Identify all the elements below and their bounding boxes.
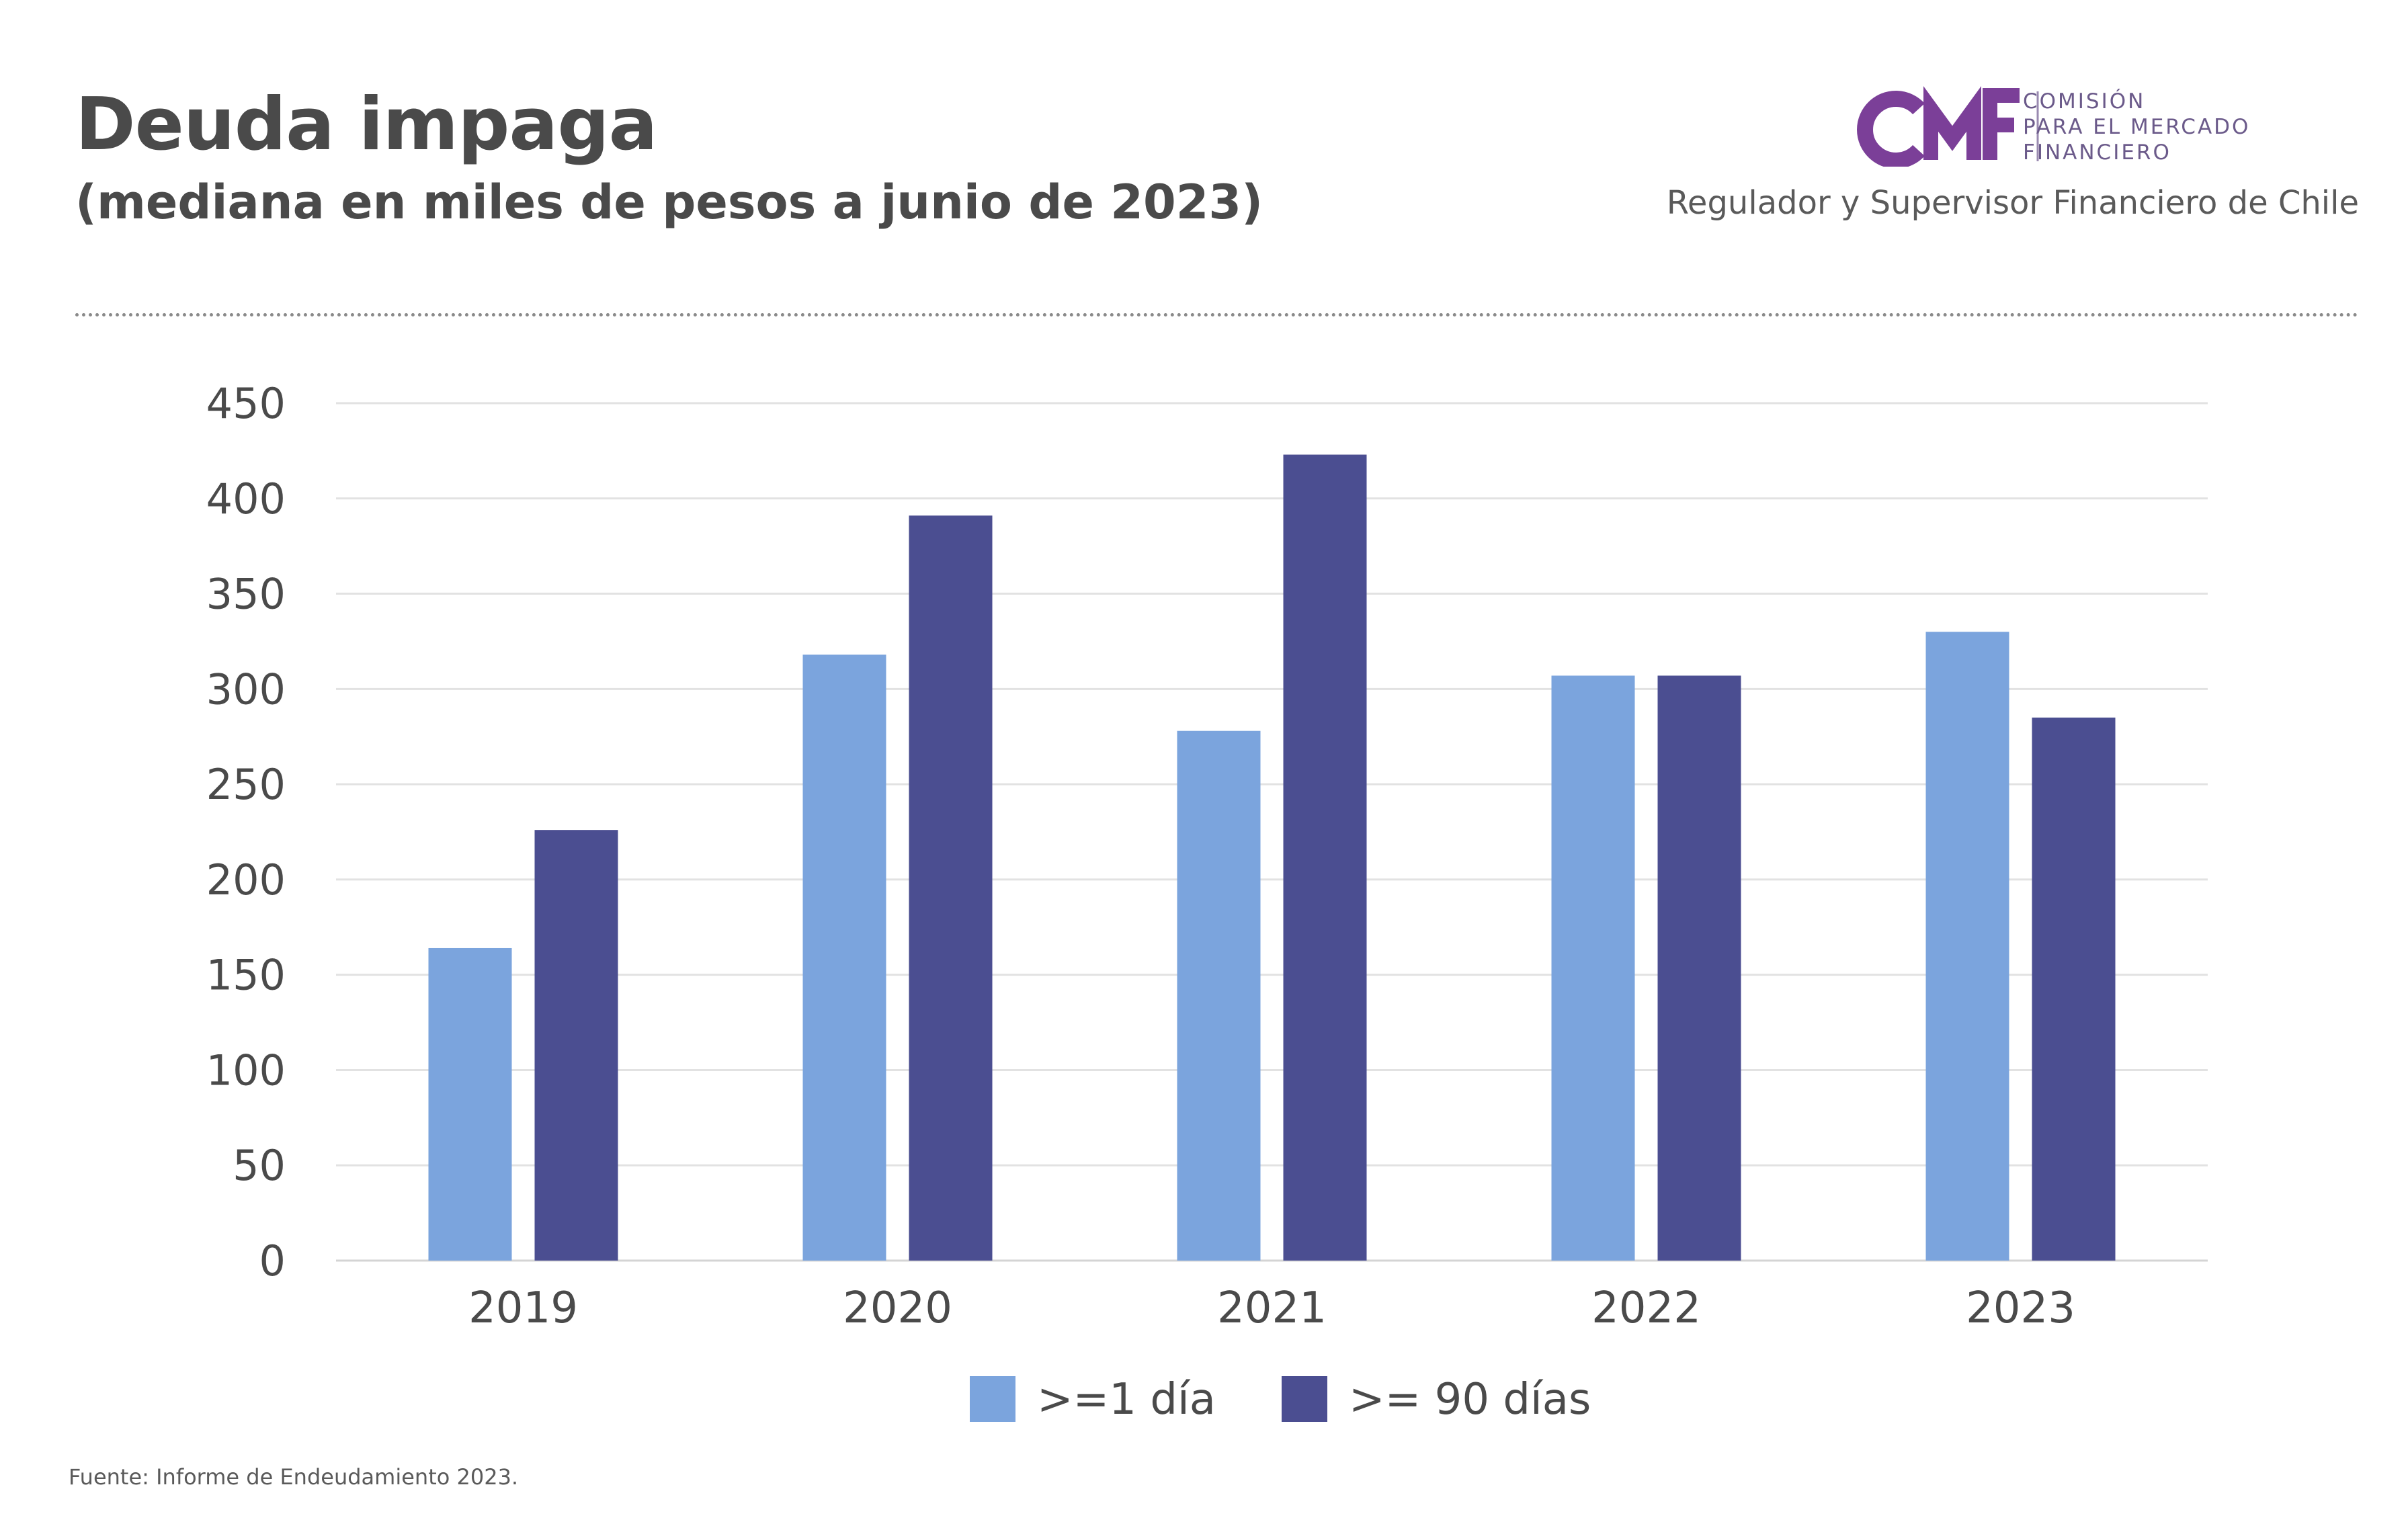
header-divider <box>75 313 2359 316</box>
source-note: Fuente: Informe de Endeudamiento 2023. <box>69 1464 519 1490</box>
bar-2019-series-2 <box>534 830 618 1261</box>
cmf-logo-icon <box>1857 86 2039 167</box>
bar-2021-series-1 <box>1177 730 1261 1261</box>
x-tick-label: 2020 <box>843 1283 952 1333</box>
x-tick-label: 2023 <box>1966 1283 2075 1333</box>
y-tick-label: 250 <box>206 760 286 809</box>
legend-swatch-2 <box>1282 1376 1327 1422</box>
legend: >=1 día >= 90 días <box>970 1375 1591 1425</box>
x-tick-label: 2021 <box>1217 1283 1327 1333</box>
chart-subtitle: (mediana en miles de pesos a junio de 20… <box>75 175 1263 230</box>
chart-title: Deuda impaga <box>75 83 657 167</box>
legend-label-2: >= 90 días <box>1349 1375 1591 1425</box>
x-axis-ticks: 2019 2020 2021 2022 2023 <box>468 1283 2075 1333</box>
x-tick-label: 2022 <box>1591 1283 1701 1333</box>
logo-line-2: PARA EL MERCADO <box>2023 115 2251 139</box>
legend-swatch-1 <box>970 1376 1015 1422</box>
y-tick-label: 450 <box>206 379 286 428</box>
y-tick-label: 150 <box>206 951 286 1000</box>
bar-2020-series-1 <box>802 654 886 1261</box>
bar-2019-series-1 <box>428 947 512 1261</box>
y-tick-label: 300 <box>206 665 286 714</box>
legend-label-1: >=1 día <box>1037 1375 1216 1425</box>
logo-wordmark: COMISIÓN PARA EL MERCADO FINANCIERO <box>2023 89 2251 165</box>
bar-2023-series-2 <box>2032 717 2116 1261</box>
bar-2022-series-1 <box>1551 675 1635 1261</box>
x-tick-label: 2019 <box>468 1283 578 1333</box>
bar-2022-series-2 <box>1657 675 1741 1261</box>
bar-2020-series-2 <box>909 515 993 1261</box>
y-tick-label: 0 <box>259 1236 286 1285</box>
logo-line-1: COMISIÓN <box>2023 89 2146 114</box>
logo-line-3: FINANCIERO <box>2023 140 2171 165</box>
grid-lines <box>336 402 2208 1262</box>
bars <box>428 454 2116 1261</box>
y-axis-ticks: 0 50 100 150 200 250 300 350 400 450 <box>206 379 286 1285</box>
regulator-tagline: Regulador y Supervisor Financiero de Chi… <box>1666 184 2359 222</box>
bar-2023-series-1 <box>1925 632 2009 1261</box>
y-tick-label: 400 <box>206 474 286 523</box>
y-tick-label: 50 <box>233 1141 286 1190</box>
y-tick-label: 350 <box>206 570 286 619</box>
bar-2021-series-2 <box>1283 454 1367 1261</box>
y-tick-label: 200 <box>206 855 286 904</box>
y-tick-label: 100 <box>206 1046 286 1095</box>
